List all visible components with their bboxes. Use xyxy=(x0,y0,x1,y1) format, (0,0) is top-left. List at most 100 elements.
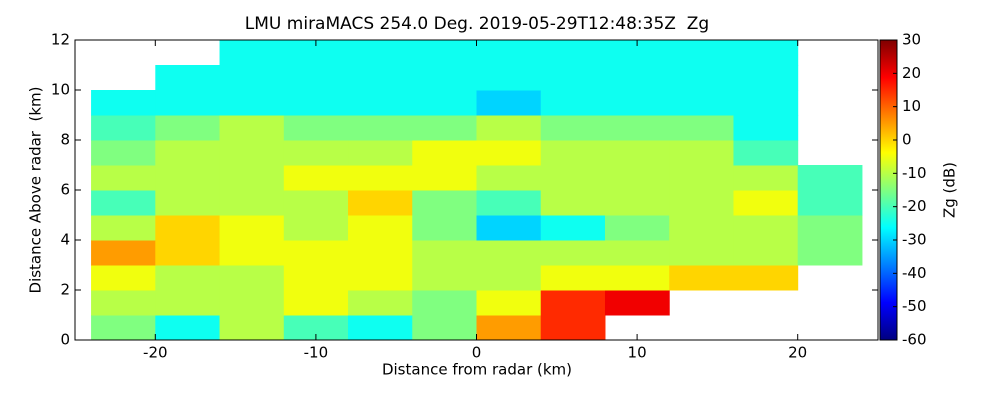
x-tick-label: 10 xyxy=(628,344,647,362)
y-tick-label: 12 xyxy=(51,31,70,49)
heatmap-cell xyxy=(91,315,156,341)
heatmap-cell xyxy=(219,115,285,141)
heatmap-cell xyxy=(733,265,799,291)
colorbar-tick-label: -30 xyxy=(902,231,927,249)
heatmap-cell xyxy=(669,215,734,241)
heatmap-cell xyxy=(412,315,477,341)
colorbar xyxy=(879,39,898,341)
heatmap-cell xyxy=(155,65,221,91)
colorbar-tick-label: 20 xyxy=(902,64,921,82)
heatmap-cell xyxy=(91,215,156,241)
heatmap-cell xyxy=(604,240,670,266)
heatmap-cell xyxy=(669,90,734,116)
heatmap-cell xyxy=(476,240,542,266)
heatmap-cell xyxy=(669,40,734,66)
heatmap-cell xyxy=(733,240,799,266)
heatmap-cell xyxy=(348,315,413,341)
heatmap-cell xyxy=(155,190,221,216)
heatmap-cell xyxy=(733,90,799,116)
heatmap-cell xyxy=(91,140,156,166)
heatmap-cell xyxy=(669,190,734,216)
heatmap-cell xyxy=(540,290,606,316)
heatmap-cell xyxy=(540,90,606,116)
chart-title: LMU miraMACS 254.0 Deg. 2019-05-29T12:48… xyxy=(245,14,709,34)
y-tick-label: 2 xyxy=(60,281,70,299)
heatmap-cell xyxy=(155,140,221,166)
y-tick-label: 8 xyxy=(60,131,70,149)
heatmap-cell xyxy=(219,240,285,266)
heatmap-cell xyxy=(412,140,477,166)
heatmap-cell xyxy=(219,90,285,116)
heatmap-cell xyxy=(283,115,349,141)
heatmap-cell xyxy=(604,115,670,141)
heatmap-cell xyxy=(669,115,734,141)
heatmap-cell xyxy=(155,90,221,116)
heatmap-cell xyxy=(604,265,670,291)
heatmap-cell xyxy=(348,265,413,291)
heatmap-cell xyxy=(412,115,477,141)
x-tick-label: 0 xyxy=(472,344,482,362)
heatmap-cell xyxy=(219,265,285,291)
heatmap-cell xyxy=(540,40,606,66)
heatmap-cell xyxy=(412,90,477,116)
heatmap-cell xyxy=(733,140,799,166)
colorbar-tick-label: -60 xyxy=(902,331,927,349)
heatmap-cell xyxy=(733,215,799,241)
heatmap-cell xyxy=(348,165,413,191)
heatmap-cell xyxy=(412,265,477,291)
colorbar-tick-label: -20 xyxy=(902,197,927,215)
heatmap-cell xyxy=(219,215,285,241)
heatmap-cell xyxy=(540,265,606,291)
heatmap-cell xyxy=(476,90,542,116)
heatmap-cell xyxy=(733,165,799,191)
heatmap-cell xyxy=(412,240,477,266)
heatmap-cell xyxy=(412,215,477,241)
heatmap-cell xyxy=(540,315,606,341)
heatmap-cell xyxy=(219,65,285,91)
heatmap-cell xyxy=(155,115,221,141)
colorbar-tick-label: -10 xyxy=(902,164,927,182)
heatmap-cell xyxy=(604,190,670,216)
y-tick-label: 6 xyxy=(60,181,70,199)
heatmap-cell xyxy=(283,215,349,241)
heatmap-cell xyxy=(348,140,413,166)
heatmap-cell xyxy=(219,165,285,191)
heatmap-cell xyxy=(669,240,734,266)
heatmap-cell xyxy=(412,40,477,66)
y-tick-label: 10 xyxy=(51,81,70,99)
x-axis-label: Distance from radar (km) xyxy=(382,361,572,379)
heatmap-cell xyxy=(733,190,799,216)
colorbar-tick-label: 0 xyxy=(902,131,912,149)
heatmap-cell xyxy=(476,40,542,66)
heatmap-cell xyxy=(348,115,413,141)
heatmap-cell xyxy=(604,65,670,91)
heatmap-cell xyxy=(669,265,734,291)
heatmap-cell xyxy=(219,315,285,341)
y-axis-label: Distance Above radar (km) xyxy=(27,87,45,294)
heatmap-cell xyxy=(283,65,349,91)
heatmap-cell xyxy=(669,65,734,91)
heatmap-cell xyxy=(155,240,221,266)
heatmap-cell xyxy=(155,290,221,316)
heatmap-cell xyxy=(669,165,734,191)
heatmap-cell xyxy=(604,90,670,116)
heatmap-cell xyxy=(155,215,221,241)
heatmap-cell xyxy=(348,65,413,91)
heatmap-cell xyxy=(476,265,542,291)
heatmap-cell xyxy=(91,165,156,191)
heatmap-cell xyxy=(219,190,285,216)
heatmap-cell xyxy=(348,290,413,316)
heatmap-cell xyxy=(476,165,542,191)
heatmap-cell xyxy=(604,215,670,241)
heatmap-cell xyxy=(283,265,349,291)
heatmap-cell xyxy=(348,240,413,266)
colorbar-tick-label: 30 xyxy=(902,31,921,49)
colorbar-tick-label: 10 xyxy=(902,97,921,115)
heatmap-cell xyxy=(412,65,477,91)
heatmap-cell xyxy=(348,190,413,216)
heatmap-cell xyxy=(283,90,349,116)
heatmap-cell xyxy=(476,215,542,241)
y-tick-label: 4 xyxy=(60,231,70,249)
heatmap-cell xyxy=(476,115,542,141)
